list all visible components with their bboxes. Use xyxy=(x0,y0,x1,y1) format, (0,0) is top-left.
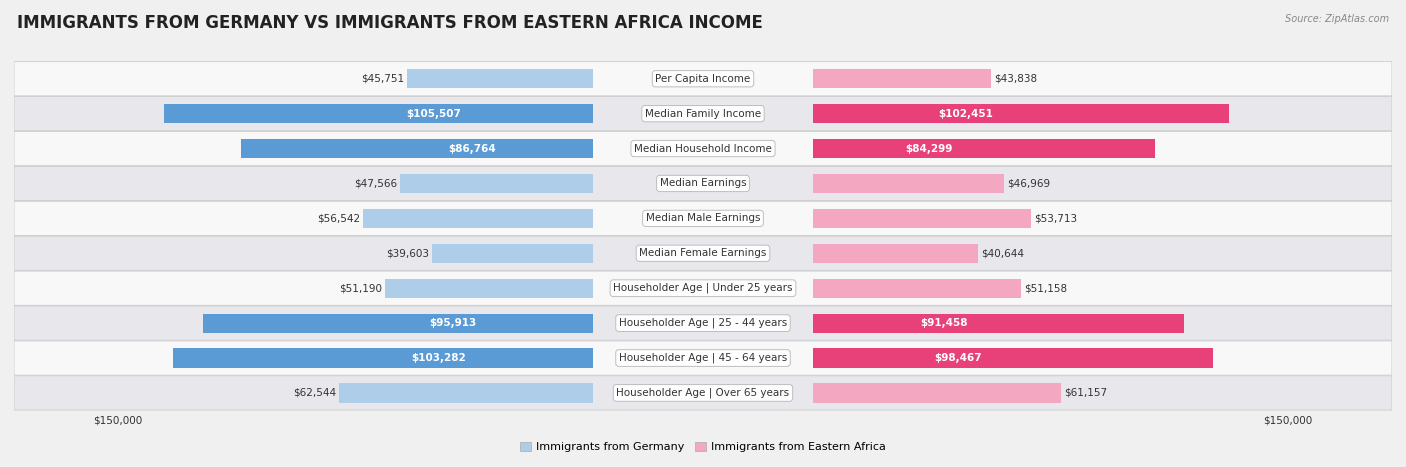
FancyBboxPatch shape xyxy=(14,166,1392,200)
Text: $56,542: $56,542 xyxy=(318,213,360,223)
Text: Householder Age | 25 - 44 years: Householder Age | 25 - 44 years xyxy=(619,318,787,328)
Text: Source: ZipAtlas.com: Source: ZipAtlas.com xyxy=(1285,14,1389,24)
Text: $43,838: $43,838 xyxy=(994,74,1038,84)
Text: $40,644: $40,644 xyxy=(981,248,1024,258)
FancyBboxPatch shape xyxy=(14,271,1392,305)
Text: Median Male Earnings: Median Male Earnings xyxy=(645,213,761,223)
Text: Median Earnings: Median Earnings xyxy=(659,178,747,189)
Text: $51,158: $51,158 xyxy=(1024,283,1067,293)
Text: Householder Age | Over 65 years: Householder Age | Over 65 years xyxy=(616,388,790,398)
Bar xyxy=(385,279,593,298)
Text: Median Household Income: Median Household Income xyxy=(634,143,772,154)
Text: $47,566: $47,566 xyxy=(354,178,396,189)
Bar xyxy=(408,69,593,88)
FancyBboxPatch shape xyxy=(14,306,1392,340)
Text: $150,000: $150,000 xyxy=(93,416,142,425)
FancyBboxPatch shape xyxy=(14,131,1392,166)
Bar xyxy=(813,69,991,88)
Bar xyxy=(813,174,1004,193)
Text: Householder Age | 45 - 64 years: Householder Age | 45 - 64 years xyxy=(619,353,787,363)
Bar xyxy=(240,139,593,158)
Text: $53,713: $53,713 xyxy=(1033,213,1077,223)
Text: $51,190: $51,190 xyxy=(339,283,382,293)
Text: $150,000: $150,000 xyxy=(1264,416,1313,425)
Bar xyxy=(813,279,1021,298)
Bar xyxy=(813,104,1229,123)
Bar xyxy=(813,383,1062,403)
Text: $46,969: $46,969 xyxy=(1007,178,1050,189)
Text: Median Family Income: Median Family Income xyxy=(645,109,761,119)
Text: $98,467: $98,467 xyxy=(934,353,981,363)
Text: Householder Age | Under 25 years: Householder Age | Under 25 years xyxy=(613,283,793,293)
Bar xyxy=(204,313,593,333)
Legend: Immigrants from Germany, Immigrants from Eastern Africa: Immigrants from Germany, Immigrants from… xyxy=(516,438,890,457)
FancyBboxPatch shape xyxy=(14,236,1392,270)
FancyBboxPatch shape xyxy=(14,62,1392,96)
Text: Median Female Earnings: Median Female Earnings xyxy=(640,248,766,258)
Bar xyxy=(339,383,593,403)
Bar xyxy=(363,209,593,228)
Text: $39,603: $39,603 xyxy=(387,248,429,258)
Bar xyxy=(813,139,1156,158)
Text: IMMIGRANTS FROM GERMANY VS IMMIGRANTS FROM EASTERN AFRICA INCOME: IMMIGRANTS FROM GERMANY VS IMMIGRANTS FR… xyxy=(17,14,762,32)
Bar xyxy=(813,244,979,263)
Text: $61,157: $61,157 xyxy=(1064,388,1108,398)
Text: $45,751: $45,751 xyxy=(361,74,405,84)
FancyBboxPatch shape xyxy=(14,97,1392,131)
Bar xyxy=(399,174,593,193)
Bar xyxy=(432,244,593,263)
Text: $102,451: $102,451 xyxy=(939,109,994,119)
Bar xyxy=(813,313,1184,333)
Bar xyxy=(813,209,1031,228)
Bar xyxy=(173,348,593,368)
FancyBboxPatch shape xyxy=(14,341,1392,375)
Text: $91,458: $91,458 xyxy=(920,318,967,328)
Text: $105,507: $105,507 xyxy=(406,109,461,119)
Text: $84,299: $84,299 xyxy=(905,143,953,154)
Text: $103,282: $103,282 xyxy=(411,353,465,363)
Bar xyxy=(165,104,593,123)
FancyBboxPatch shape xyxy=(14,376,1392,410)
Text: $95,913: $95,913 xyxy=(430,318,477,328)
Text: $86,764: $86,764 xyxy=(449,143,496,154)
FancyBboxPatch shape xyxy=(14,201,1392,235)
Text: $62,544: $62,544 xyxy=(292,388,336,398)
Bar xyxy=(813,348,1213,368)
Text: Per Capita Income: Per Capita Income xyxy=(655,74,751,84)
